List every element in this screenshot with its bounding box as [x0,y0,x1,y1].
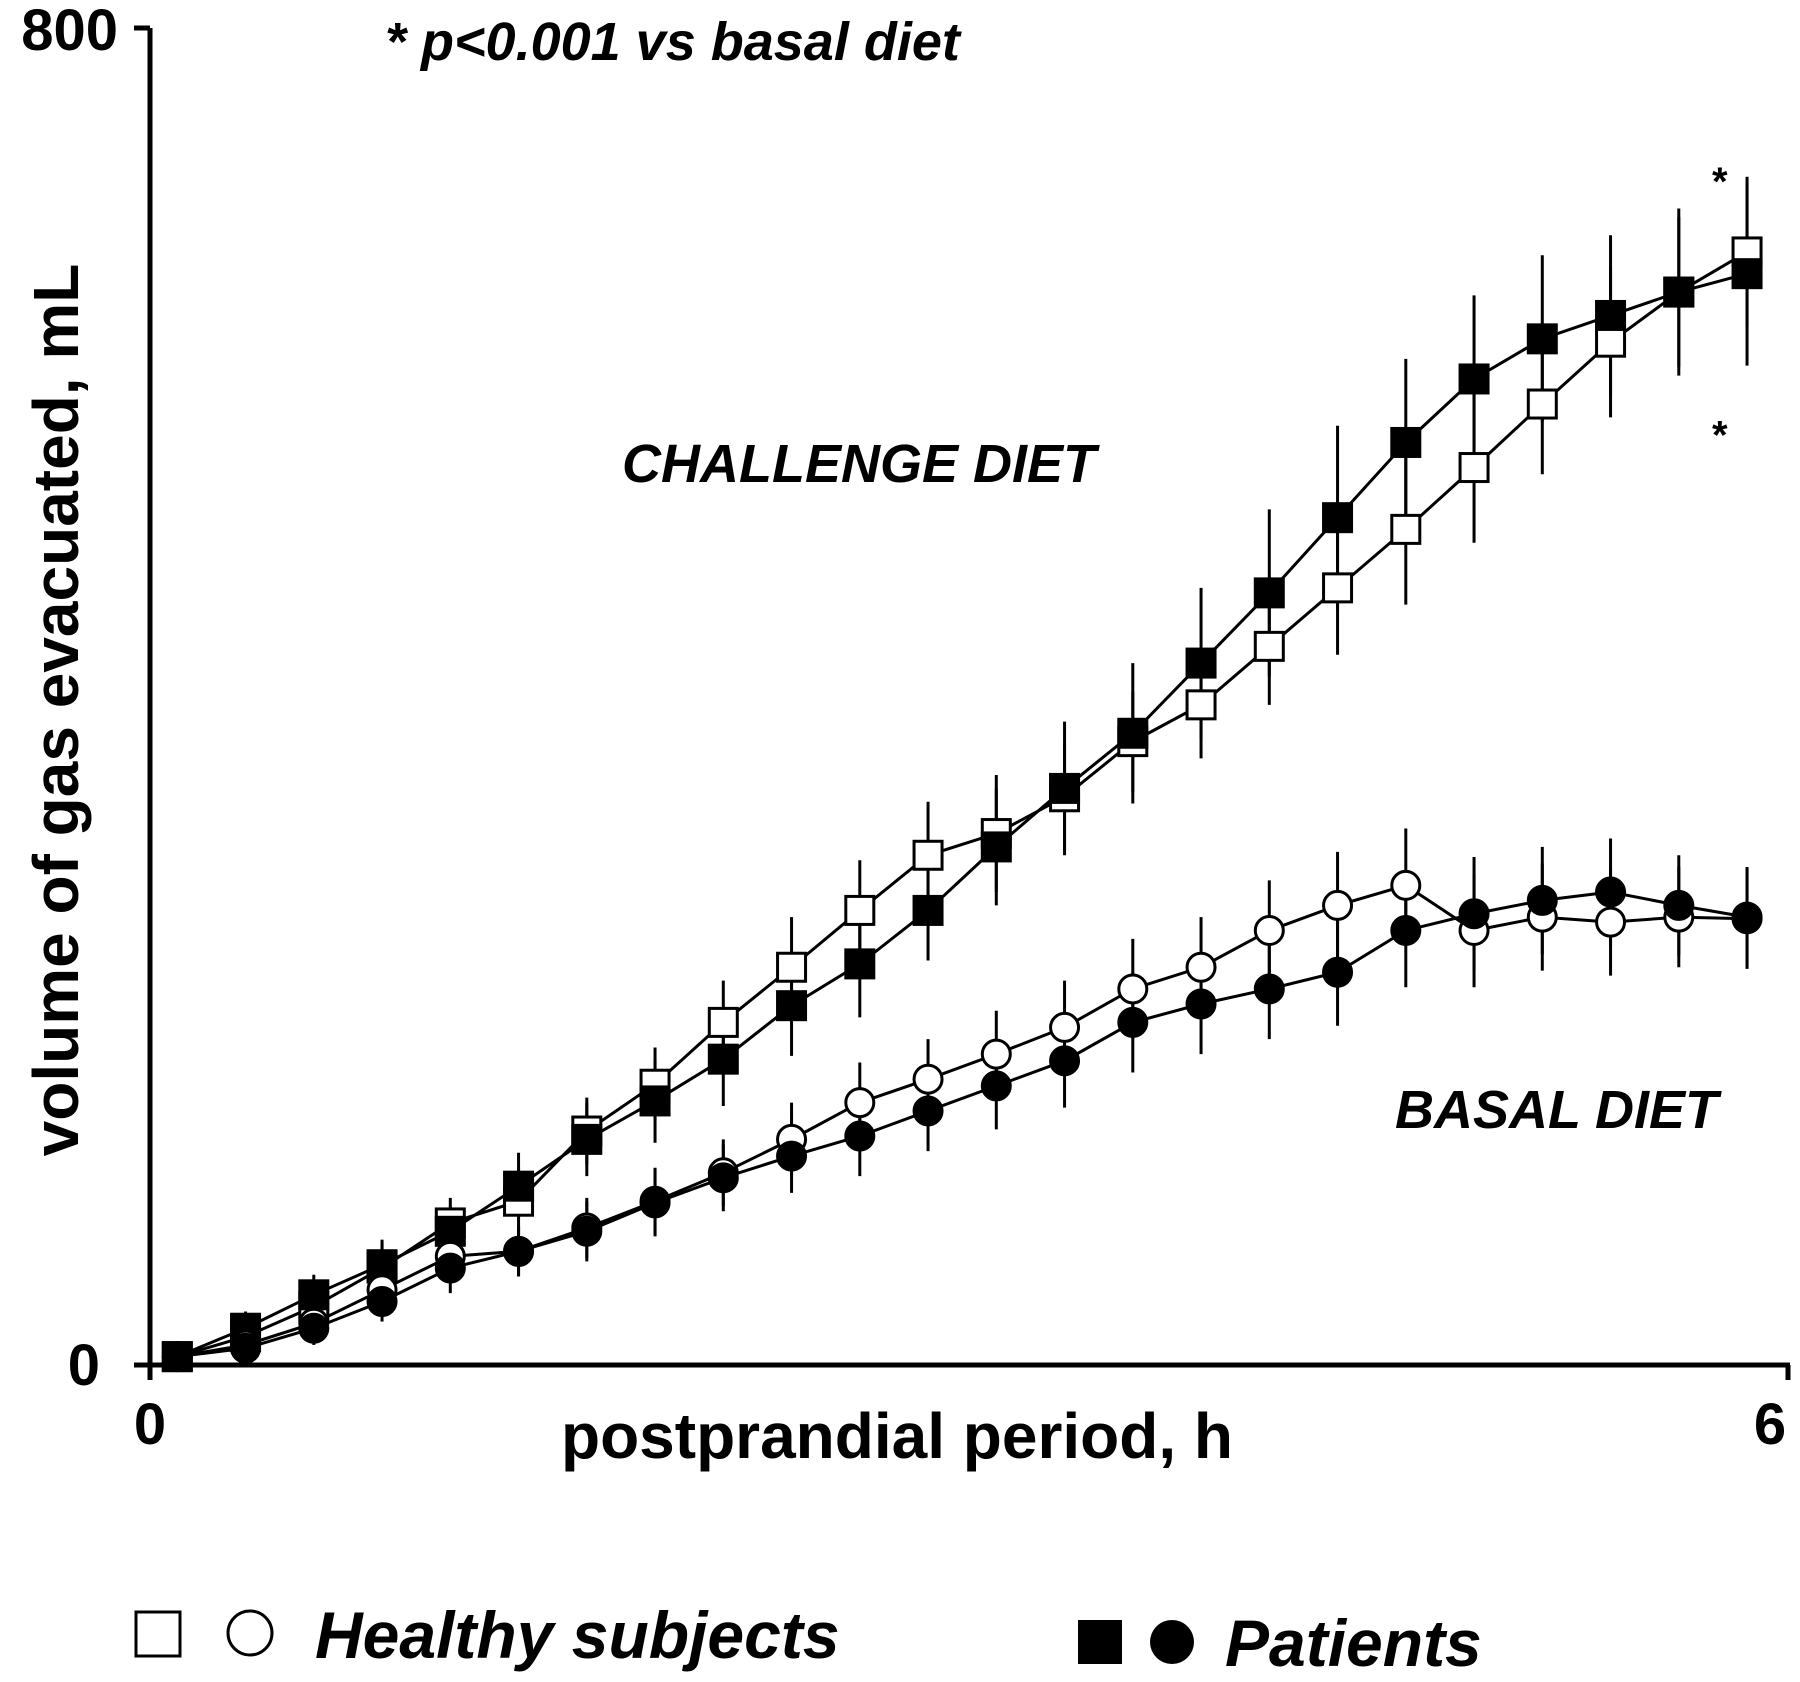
marker-s0-p18 [1390,513,1422,545]
marker-s0-p9 [776,951,808,983]
marker-s2-p13 [1049,1011,1081,1043]
legend-label-patients: Patients [1225,1606,1482,1680]
marker-s3-p16 [1253,973,1285,1005]
marker-s3-p1 [230,1332,262,1364]
significance-marks: ** [1712,160,1728,458]
significance-star-0: * [1712,160,1728,204]
legend-open-square-icon [134,1610,182,1658]
marker-s1-p10 [844,948,876,980]
marker-s2-p15 [1185,951,1217,983]
marker-s1-p12 [980,831,1012,863]
marker-s0-p19 [1458,452,1490,484]
marker-s1-p23 [1731,258,1763,290]
marker-s0-p20 [1526,388,1558,420]
marker-s2-p12 [980,1038,1012,1070]
marker-s1-p8 [707,1043,739,1075]
x-tick-label-left: 0 [134,1392,166,1457]
marker-s0-p17 [1322,572,1354,604]
legend: Healthy subjects Patients [134,1598,1482,1680]
marker-s2-p16 [1253,914,1285,946]
marker-s0-p16 [1253,630,1285,662]
axes: 800 0 0 6 postprandial period, h volume … [20,0,1791,1472]
marker-s1-p20 [1526,323,1558,355]
marker-s0-p8 [707,1006,739,1038]
marker-s3-p14 [1117,1006,1149,1038]
marker-s3-p3 [366,1285,398,1317]
challenge-diet-label: CHALLENGE DIET [622,434,1100,494]
significance-note: * p<0.001 vs basal diet [385,12,962,72]
marker-s2-p18 [1390,869,1422,901]
marker-s1-p11 [912,894,944,926]
legend-filled-square-icon [1078,1620,1122,1664]
marker-s3-p11 [912,1095,944,1127]
marker-s2-p14 [1117,973,1149,1005]
marker-s3-p22 [1663,889,1695,921]
marker-s3-p9 [776,1140,808,1172]
marker-s3-p10 [844,1120,876,1152]
marker-s1-p16 [1253,577,1285,609]
marker-s3-p0 [161,1341,193,1373]
series-line-0 [176,250,1748,1359]
marker-s3-p15 [1185,988,1217,1020]
marker-s3-p21 [1595,876,1627,908]
marker-s3-p18 [1390,914,1422,946]
marker-s1-p13 [1049,772,1081,804]
marker-s3-p2 [298,1312,330,1344]
marker-s3-p17 [1322,956,1354,988]
marker-s1-p22 [1663,276,1695,308]
legend-filled-circle-icon [1150,1620,1194,1664]
marker-s1-p2 [298,1279,330,1311]
data-markers [161,236,1763,1373]
y-tick-label-bottom: 0 [68,1333,100,1398]
marker-s3-p19 [1458,898,1490,930]
legend-label-healthy: Healthy subjects [315,1598,840,1672]
marker-s3-p4 [434,1252,466,1284]
marker-s1-p9 [776,990,808,1022]
basal-diet-label: BASAL DIET [1395,1080,1722,1140]
marker-s0-p15 [1185,689,1217,721]
marker-s3-p6 [571,1215,603,1247]
marker-s1-p6 [571,1123,603,1155]
marker-s1-p14 [1117,717,1149,749]
marker-s1-p15 [1185,647,1217,679]
x-axis-title: postprandial period, h [561,1400,1233,1472]
marker-s3-p7 [639,1187,671,1219]
significance-star-1: * [1712,414,1728,458]
marker-s3-p5 [503,1235,535,1267]
marker-s1-p21 [1595,299,1627,331]
y-axis-title: volume of gas evacuated, mL [20,264,92,1157]
marker-s0-p21 [1595,326,1627,358]
marker-s3-p13 [1049,1045,1081,1077]
marker-s3-p23 [1731,901,1763,933]
marker-s3-p12 [980,1070,1012,1102]
marker-s2-p11 [912,1063,944,1095]
marker-s3-p20 [1526,884,1558,916]
marker-s1-p5 [503,1170,535,1202]
x-tick-label-right: 6 [1754,1392,1786,1457]
series-lines [176,250,1748,1359]
marker-s1-p17 [1322,502,1354,534]
marker-s3-p8 [707,1162,739,1194]
y-tick-label-top: 800 [21,0,118,63]
marker-s2-p17 [1322,889,1354,921]
marker-s1-p7 [639,1085,671,1117]
marker-s2-p21 [1595,906,1627,938]
legend-open-circle-icon [226,1609,274,1657]
marker-s1-p18 [1390,426,1422,458]
marker-s1-p19 [1458,363,1490,395]
marker-s0-p11 [912,839,944,871]
marker-s1-p4 [434,1215,466,1247]
marker-s0-p10 [844,894,876,926]
marker-s2-p10 [844,1087,876,1119]
